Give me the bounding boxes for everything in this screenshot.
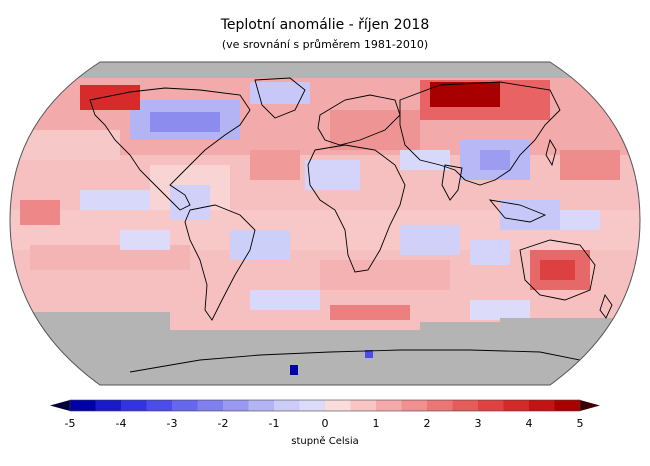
globe-outline xyxy=(9,61,641,386)
colorbar-segment xyxy=(95,400,122,411)
colorbar-segment xyxy=(478,400,504,411)
colorbar-segment xyxy=(401,400,428,411)
colorbar-tick-label: -3 xyxy=(167,417,178,430)
colorbar-segment xyxy=(427,400,453,411)
colorbar-tick-label: 2 xyxy=(424,417,431,430)
colorbar-segment xyxy=(223,400,249,411)
colorbar-segments xyxy=(50,399,600,412)
colorbar-segment xyxy=(554,400,581,411)
colorbar-unit-label: stupně Celsia xyxy=(291,436,359,447)
colorbar-segment xyxy=(172,400,198,411)
colorbar-tick-label: 3 xyxy=(475,417,482,430)
anomaly-field xyxy=(10,62,640,385)
colorbar-tick-label: -1 xyxy=(269,417,280,430)
colorbar-tick-label: -2 xyxy=(218,417,229,430)
colorbar-tick-label: 5 xyxy=(577,417,584,430)
colorbar-ticks: -5 -4 -3 -2 -1 0 1 2 3 4 5 xyxy=(65,417,584,430)
colorbar-segment xyxy=(529,400,555,411)
colorbar-segment xyxy=(197,400,224,411)
colorbar-tick-label: -4 xyxy=(116,417,127,430)
colorbar-segment xyxy=(350,400,377,411)
colorbar-tick-label: 0 xyxy=(322,417,329,430)
colorbar-high-arrow xyxy=(580,400,600,411)
colorbar-low-arrow xyxy=(50,400,70,411)
colorbar-segment xyxy=(299,400,326,411)
colorbar-tick-label: 1 xyxy=(373,417,380,430)
coastlines xyxy=(89,77,613,376)
colorbar-segment xyxy=(325,400,351,411)
map-subtitle: (ve srovnání s průměrem 1981-2010) xyxy=(221,38,429,51)
colorbar-segment xyxy=(503,400,530,411)
colorbar-segment xyxy=(121,400,147,411)
colorbar-border xyxy=(69,399,581,412)
colorbar-segment xyxy=(248,400,275,411)
colorbar-tick-label: -5 xyxy=(65,417,76,430)
map-title: Teplotní anomálie - říjen 2018 xyxy=(220,17,430,33)
colorbar-segment xyxy=(452,400,479,411)
colorbar-segment xyxy=(146,400,173,411)
colorbar-segment xyxy=(376,400,402,411)
colorbar-segment xyxy=(70,400,96,411)
anomaly-map xyxy=(9,61,641,386)
colorbar-segment xyxy=(274,400,300,411)
colorbar-tick-label: 4 xyxy=(526,417,533,430)
